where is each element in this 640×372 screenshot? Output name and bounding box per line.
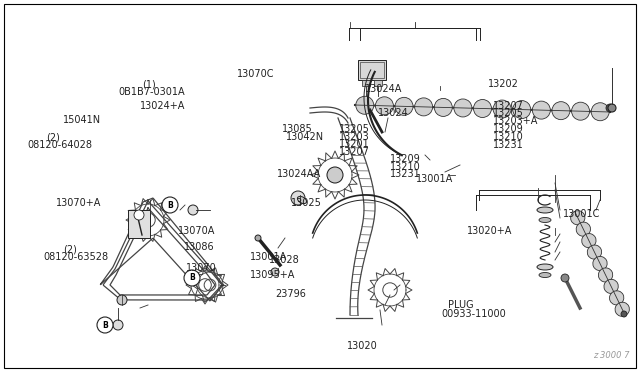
Text: 13205: 13205 xyxy=(339,125,370,134)
Ellipse shape xyxy=(571,211,585,225)
Circle shape xyxy=(621,311,627,317)
Text: 13231: 13231 xyxy=(390,169,421,179)
Ellipse shape xyxy=(604,279,618,294)
Circle shape xyxy=(117,295,127,305)
Bar xyxy=(374,80,382,86)
Ellipse shape xyxy=(532,101,550,119)
Text: 13085: 13085 xyxy=(282,125,312,134)
Circle shape xyxy=(255,235,261,241)
Text: (2): (2) xyxy=(63,244,77,254)
Text: 13203: 13203 xyxy=(339,132,370,142)
Text: B: B xyxy=(167,201,173,209)
Text: 13070+A: 13070+A xyxy=(56,198,102,208)
Text: 13020+A: 13020+A xyxy=(467,226,513,235)
Ellipse shape xyxy=(598,268,612,282)
Text: 13231: 13231 xyxy=(493,140,524,150)
Text: 13070A: 13070A xyxy=(178,226,215,235)
Text: 13210: 13210 xyxy=(390,162,421,171)
Bar xyxy=(360,62,384,78)
Circle shape xyxy=(162,197,178,213)
Text: 13042N: 13042N xyxy=(286,132,324,142)
Text: (2): (2) xyxy=(46,133,60,142)
Ellipse shape xyxy=(493,100,511,118)
Text: 23796: 23796 xyxy=(275,289,306,299)
Ellipse shape xyxy=(615,302,629,316)
Text: 13001A: 13001A xyxy=(416,174,453,183)
Bar xyxy=(358,60,386,80)
Text: 13205: 13205 xyxy=(493,109,524,118)
Text: 0B1B7-0301A: 0B1B7-0301A xyxy=(118,87,185,97)
Text: 13202: 13202 xyxy=(488,79,518,89)
Circle shape xyxy=(97,317,113,333)
Circle shape xyxy=(291,191,305,205)
Ellipse shape xyxy=(539,273,551,278)
Text: 15041N: 15041N xyxy=(63,115,101,125)
Circle shape xyxy=(561,274,569,282)
Text: 08120-64028: 08120-64028 xyxy=(27,140,92,150)
Ellipse shape xyxy=(572,102,589,120)
Text: 13201: 13201 xyxy=(339,140,370,149)
Ellipse shape xyxy=(395,97,413,115)
Text: 13020: 13020 xyxy=(347,341,378,351)
Ellipse shape xyxy=(435,99,452,116)
Text: z 3000 7: z 3000 7 xyxy=(593,351,630,360)
Ellipse shape xyxy=(582,234,596,248)
Ellipse shape xyxy=(609,291,624,305)
Text: PLUG: PLUG xyxy=(448,300,474,310)
Ellipse shape xyxy=(552,102,570,120)
Circle shape xyxy=(327,167,343,183)
Ellipse shape xyxy=(298,196,307,203)
Text: 13086: 13086 xyxy=(184,243,215,252)
Ellipse shape xyxy=(593,256,607,270)
Circle shape xyxy=(608,104,616,112)
Circle shape xyxy=(113,320,123,330)
Text: 13024+A: 13024+A xyxy=(140,101,185,111)
Ellipse shape xyxy=(474,99,492,118)
Ellipse shape xyxy=(537,264,553,270)
Text: 13209: 13209 xyxy=(493,124,524,134)
Circle shape xyxy=(271,268,279,276)
Text: (1): (1) xyxy=(142,80,156,90)
Text: 13024A: 13024A xyxy=(365,84,402,93)
Text: 13024AA: 13024AA xyxy=(277,169,321,179)
Ellipse shape xyxy=(588,245,602,259)
Ellipse shape xyxy=(537,207,553,213)
Ellipse shape xyxy=(576,222,591,236)
Text: B: B xyxy=(102,321,108,330)
Text: 13070C: 13070C xyxy=(237,70,275,79)
Circle shape xyxy=(188,205,198,215)
Text: 13025: 13025 xyxy=(291,198,322,208)
Ellipse shape xyxy=(513,100,531,119)
Circle shape xyxy=(134,210,144,220)
Text: 13070: 13070 xyxy=(186,263,216,273)
Text: 13203+A: 13203+A xyxy=(493,116,538,126)
Ellipse shape xyxy=(376,97,394,115)
Circle shape xyxy=(184,270,200,286)
Ellipse shape xyxy=(591,103,609,121)
Text: B: B xyxy=(189,273,195,282)
Bar xyxy=(362,80,370,86)
Text: 13207: 13207 xyxy=(339,147,370,157)
Text: 13210: 13210 xyxy=(493,132,524,142)
Circle shape xyxy=(606,104,614,112)
Text: 13001C: 13001C xyxy=(563,209,600,219)
Ellipse shape xyxy=(454,99,472,117)
Text: 13209: 13209 xyxy=(390,154,421,164)
Ellipse shape xyxy=(356,96,374,114)
Text: 08120-63528: 08120-63528 xyxy=(44,252,109,262)
Text: 13095+A: 13095+A xyxy=(250,270,295,280)
Text: 13001A: 13001A xyxy=(250,252,287,262)
Text: 13207: 13207 xyxy=(493,101,524,110)
Ellipse shape xyxy=(415,98,433,116)
Text: 13028: 13028 xyxy=(269,256,300,265)
Text: 13024: 13024 xyxy=(378,109,408,118)
Ellipse shape xyxy=(539,218,551,222)
Text: 00933-11000: 00933-11000 xyxy=(442,310,506,319)
Bar xyxy=(128,210,150,238)
